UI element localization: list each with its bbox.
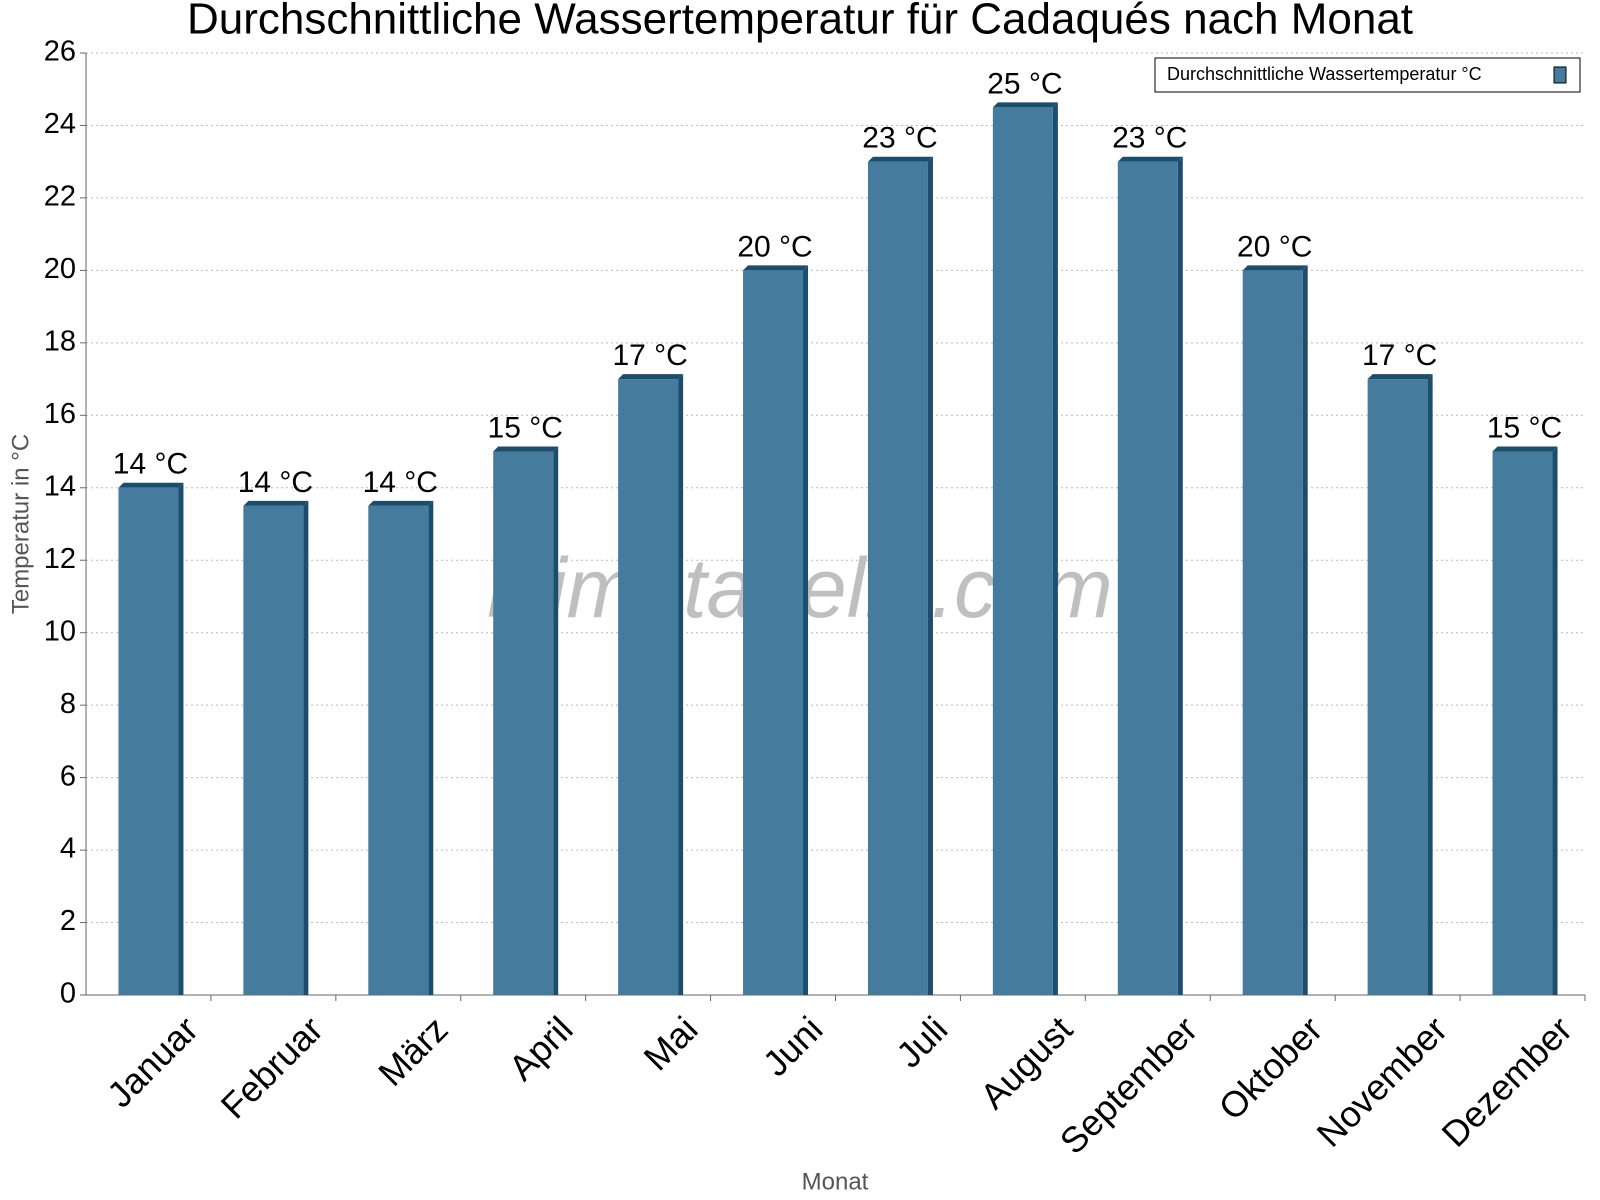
bar-top xyxy=(1242,265,1308,271)
bar xyxy=(1117,161,1178,995)
bar xyxy=(618,379,679,996)
bar-top xyxy=(992,102,1058,108)
bar-side xyxy=(803,265,809,995)
y-axis-title: Temperatur in °C xyxy=(7,434,34,614)
x-tick-label: April xyxy=(501,1008,581,1088)
bar xyxy=(243,505,304,995)
bar-side xyxy=(178,482,184,995)
y-tick-label: 2 xyxy=(60,905,76,937)
x-tick-label: Februar xyxy=(213,1008,331,1126)
y-tick-label: 0 xyxy=(60,978,76,1010)
data-label: 23 °C xyxy=(1112,122,1187,155)
bar-top xyxy=(743,265,809,271)
x-tick-label: Juli xyxy=(888,1008,955,1075)
bar xyxy=(118,487,179,995)
y-tick-label: 6 xyxy=(60,760,76,792)
x-tick-label: Juni xyxy=(755,1008,831,1084)
data-label: 17 °C xyxy=(1362,339,1437,372)
x-axis-title: Monat xyxy=(802,1168,869,1195)
x-tick-label: November xyxy=(1309,1008,1455,1154)
bar-top xyxy=(1117,156,1183,162)
bar-side xyxy=(927,156,933,995)
bar-top xyxy=(243,500,309,506)
data-label: 20 °C xyxy=(737,230,812,263)
bar-top xyxy=(118,482,184,488)
legend-label: Durchschnittliche Wassertemperatur °C xyxy=(1167,64,1482,84)
bar-side xyxy=(303,500,309,995)
data-label: 15 °C xyxy=(488,411,563,444)
y-tick-label: 14 xyxy=(44,470,76,502)
bar xyxy=(1242,270,1303,995)
bar xyxy=(867,161,928,995)
x-tick-label: Mai xyxy=(635,1008,705,1078)
data-label: 23 °C xyxy=(862,122,937,155)
data-label: 14 °C xyxy=(113,448,188,481)
y-tick-label: 22 xyxy=(44,181,76,213)
chart-title: Durchschnittliche Wassertemperatur für C… xyxy=(187,0,1413,44)
y-tick-label: 4 xyxy=(60,833,76,865)
bar-side xyxy=(1427,374,1433,996)
x-tick-label: August xyxy=(972,1008,1080,1116)
x-tick-label: Oktober xyxy=(1211,1008,1331,1128)
legend-swatch xyxy=(1553,66,1567,84)
bar xyxy=(1492,451,1553,995)
bar-top xyxy=(618,374,684,380)
bar-side xyxy=(1302,265,1308,995)
bar xyxy=(368,505,429,995)
x-tick-label: Dezember xyxy=(1434,1008,1580,1154)
x-tick-label: September xyxy=(1052,1008,1206,1162)
bar-top xyxy=(493,446,559,452)
bar-side xyxy=(428,500,434,995)
y-tick-label: 8 xyxy=(60,688,76,720)
bar-side xyxy=(1552,446,1558,995)
bar-top xyxy=(1367,374,1433,380)
bar-top xyxy=(1492,446,1558,452)
data-label: 17 °C xyxy=(612,339,687,372)
legend-box xyxy=(1154,57,1581,93)
data-label: 25 °C xyxy=(987,67,1062,100)
bar xyxy=(493,451,554,995)
data-label: 15 °C xyxy=(1487,411,1562,444)
x-tick-label: März xyxy=(370,1008,456,1094)
data-label: 20 °C xyxy=(1237,230,1312,263)
bar xyxy=(1367,379,1428,996)
y-tick-label: 20 xyxy=(44,253,76,285)
bar-side xyxy=(1177,156,1183,995)
y-tick-label: 16 xyxy=(44,398,76,430)
bar-side xyxy=(1052,102,1058,996)
bar-side xyxy=(553,446,559,995)
y-tick-label: 12 xyxy=(44,543,76,575)
y-tick-label: 24 xyxy=(44,108,76,140)
data-label: 14 °C xyxy=(238,466,313,499)
y-tick-label: 26 xyxy=(44,36,76,68)
bar-side xyxy=(678,374,684,996)
bar-top xyxy=(368,500,434,506)
data-label: 14 °C xyxy=(363,466,438,499)
bar xyxy=(743,270,804,995)
y-tick-label: 10 xyxy=(44,615,76,647)
y-tick-label: 18 xyxy=(44,326,76,358)
bar xyxy=(992,107,1053,996)
bar-top xyxy=(867,156,933,162)
x-tick-label: Januar xyxy=(99,1008,206,1115)
